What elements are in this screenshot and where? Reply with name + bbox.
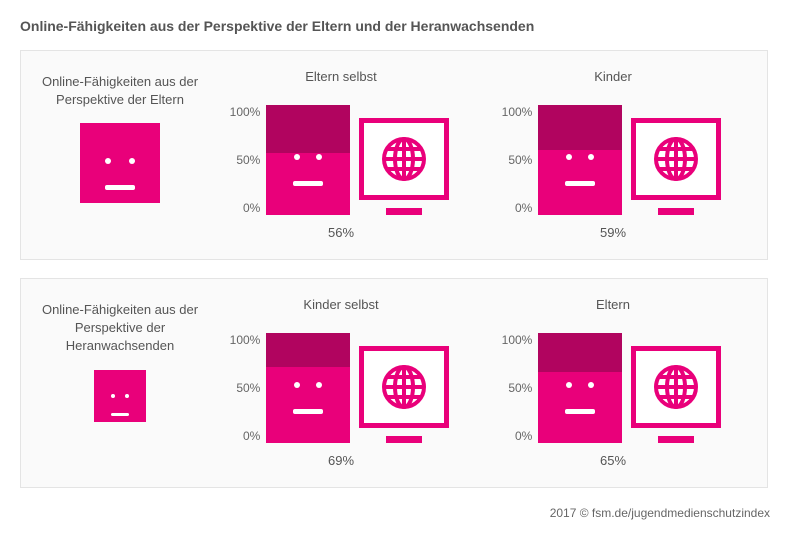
- bar: [538, 105, 622, 215]
- panel-right: Eltern selbst 100%50%0% 56% Kind: [205, 69, 749, 247]
- cell-kids-self: Kinder selbst 100%50%0% 69%: [205, 297, 477, 475]
- cell-title: Eltern selbst: [305, 69, 377, 85]
- panel-kids: Online-Fähigkeiten aus der Perspektive d…: [20, 278, 768, 488]
- panel-left: Online-Fähigkeiten aus der Perspektive d…: [35, 69, 205, 247]
- page-title: Online-Fähigkeiten aus der Perspektive d…: [20, 18, 770, 34]
- cell-title: Eltern: [596, 297, 630, 313]
- y-ticks: 100%50%0%: [502, 333, 533, 443]
- face-icon: [94, 370, 146, 422]
- bar: [538, 333, 622, 443]
- y-ticks: 100%50%0%: [502, 105, 533, 215]
- y-ticks: 100%50%0%: [230, 105, 261, 215]
- monitor-icon: [628, 105, 724, 215]
- footer-credit: 2017 © fsm.de/jugendmedienschutzindex: [20, 506, 770, 520]
- monitor-icon: [628, 333, 724, 443]
- cell-kids-parents: Eltern 100%50%0% 65%: [477, 297, 749, 475]
- cell-parents-kids: Kinder 100%50%0% 59%: [477, 69, 749, 247]
- bar: [266, 105, 350, 215]
- panel-left-label: Online-Fähigkeiten aus der Perspektive d…: [35, 73, 205, 109]
- face-icon: [80, 123, 160, 203]
- y-ticks: 100%50%0%: [230, 333, 261, 443]
- value-label: 69%: [328, 453, 354, 468]
- panel-left: Online-Fähigkeiten aus der Perspektive d…: [35, 297, 205, 475]
- cell-parents-self: Eltern selbst 100%50%0% 56%: [205, 69, 477, 247]
- monitor-icon: [356, 105, 452, 215]
- cell-title: Kinder: [594, 69, 632, 85]
- panel-right: Kinder selbst 100%50%0% 69% Elte: [205, 297, 749, 475]
- panel-left-label: Online-Fähigkeiten aus der Perspektive d…: [35, 301, 205, 356]
- value-label: 65%: [600, 453, 626, 468]
- panel-parents: Online-Fähigkeiten aus der Perspektive d…: [20, 50, 768, 260]
- value-label: 59%: [600, 225, 626, 240]
- bar: [266, 333, 350, 443]
- monitor-icon: [356, 333, 452, 443]
- cell-title: Kinder selbst: [303, 297, 378, 313]
- value-label: 56%: [328, 225, 354, 240]
